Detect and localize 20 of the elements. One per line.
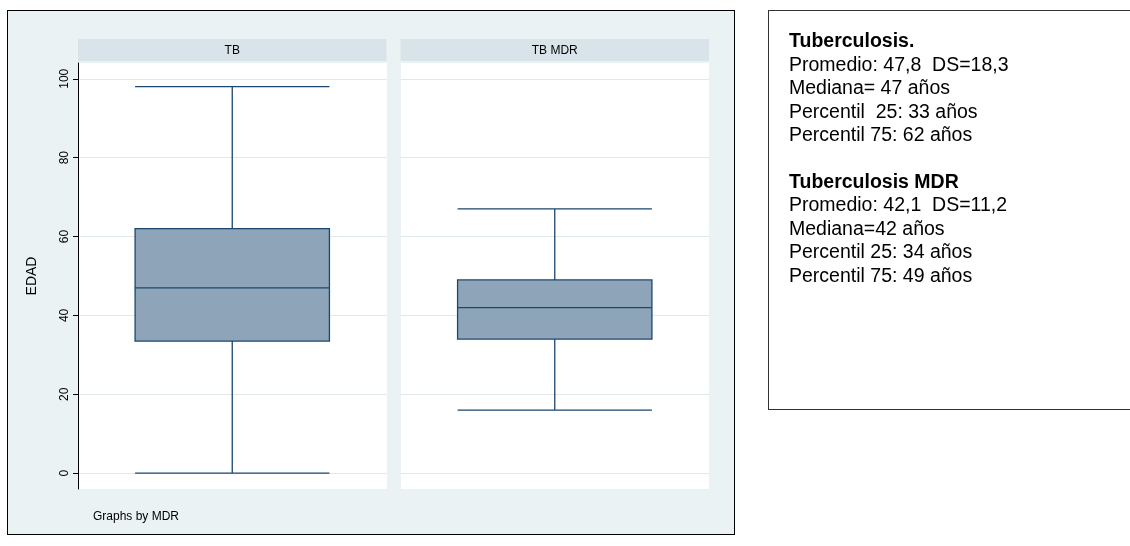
text: Percentil 75: 62 años (789, 123, 974, 147)
text: Graphs by MDR (93, 509, 180, 523)
text: Tuberculosis. (789, 29, 916, 53)
y-tick-label: 0 (57, 469, 71, 477)
y-tick-label: 20 (57, 387, 71, 402)
x-tick-label: TB MDR (531, 43, 579, 57)
text: Tuberculosis MDR (789, 169, 960, 193)
y-tick-label: 60 (57, 229, 71, 244)
y-tick-label: 100 (57, 68, 71, 89)
y-tick-label: 80 (57, 150, 71, 165)
x-tick-label: TB (224, 43, 240, 57)
text: Promedio: 42,1 DS=11,2 (789, 193, 1009, 217)
y-axis-title: EDAD (23, 256, 39, 296)
text: Percentil 25: 33 años (789, 99, 979, 123)
text: Percentil 25: 34 años (789, 240, 974, 264)
text: Promedio: 47,8 DS=18,3 (789, 52, 1010, 76)
text: Mediana=42 años (789, 216, 946, 240)
text: Percentil 75: 49 años (789, 263, 974, 287)
y-tick-label: 40 (57, 308, 71, 323)
text: Mediana= 47 años (789, 76, 951, 100)
